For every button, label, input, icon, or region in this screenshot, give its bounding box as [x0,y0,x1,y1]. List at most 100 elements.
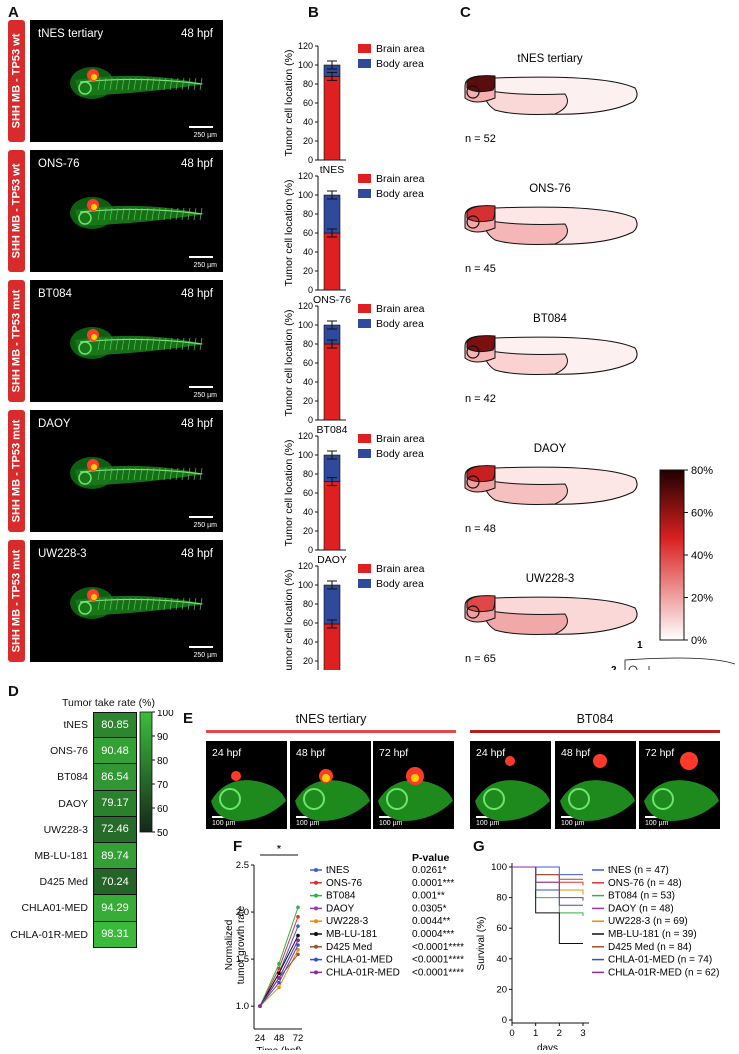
panel-c-zebrafish-heatmaps: tNES tertiary n = 52 ONS-76 n = 45 BT084 n = … [464,53,735,670]
y-tick-label: 120 [298,301,313,311]
y-tick-label: 60 [303,228,313,238]
category-label: ONS-76 [313,294,351,306]
y-tick-label: 80 [303,599,313,609]
legend-label: BT084 [326,891,356,902]
panel-label-b: B [308,4,319,21]
group-bar-tnes [206,730,456,733]
growth-point [296,938,300,943]
timepoint: 48 hpf [181,548,213,560]
y-tick-label: 100 [298,320,313,330]
legend-swatch [358,59,371,68]
larva-eye [652,788,674,810]
fish-segment [199,597,203,611]
timepoint-label: 24 hpf [476,747,506,759]
fish-diagram [464,75,638,115]
heatmap-row-label: CHLA01-MED [21,902,88,915]
scale-bar-label: 100 µm [379,820,403,827]
y-tick-label: 1.5 [236,954,249,965]
genotype-sidebar: SHH MB - TP53 mut [8,280,25,402]
heatmap-row-label: UW228-3 [43,823,88,836]
y-tick-label: 80 [496,893,507,904]
bar-brain-area [323,623,341,670]
timelapse-image: 48 hpf 100 µm [555,741,636,829]
category-label: tNES [320,164,345,176]
eye [466,345,480,359]
timepoint-label: 72 hpf [645,747,675,759]
sample-size: n = 52 [465,133,496,145]
fish-heatmap-title: ONS-76 [529,183,571,195]
tumor-overlap [91,204,97,210]
scale-bar [476,816,490,818]
larva-eye [303,788,325,810]
region-1-brain [466,75,496,93]
fish-segment [193,597,197,611]
growth-point [296,943,300,947]
y-tick-label: 100 [491,862,507,873]
y-tick-label: 100 [298,450,313,460]
heatmap-row-label: MB-LU-181 [34,850,88,862]
fish-segment [169,207,173,221]
category-label: BT084 [317,424,348,436]
legend-label: Brain area [376,43,425,55]
y-axis-title: Normalized [224,920,235,971]
legend-label: Body area [376,318,424,330]
larva-body [475,780,550,821]
y-tick-label: 120 [298,561,313,571]
heatmap-cell: 90.48 [93,738,137,765]
y-tick-label: 0 [308,285,313,295]
group-title-bt084: BT084 [576,712,614,726]
eye [466,85,480,99]
fish-segment [133,337,137,351]
p-value: 0.001** [412,891,445,902]
tumor-cells [593,754,607,768]
fish-segment [169,77,173,91]
fish-segment [157,597,161,611]
x-axis-title: Time (hpf) [256,1046,301,1050]
fish-diagram [464,335,638,375]
fish-segment [145,337,149,351]
legend-label: DAOY [326,903,355,914]
y-axis-title: Tumor cell location (%) [283,570,295,670]
larva-closeup [378,767,453,821]
panel-label-c: C [460,4,471,21]
legend-label: MB-LU-181 [326,929,378,940]
timelapse-image: 72 hpf 100 µm [373,741,454,829]
y-tick-label: 1.0 [236,1001,249,1012]
tumor-cells [505,756,515,766]
group-title-tnes: tNES tertiary [295,712,367,726]
fish-diagram [464,595,638,635]
panel-label-e: E [183,710,194,727]
legend-label: CHLA-01-MED (n = 74) [608,955,712,966]
y-tick-label: 20 [496,984,507,995]
heatmap-row-label: DAOY [58,797,88,810]
genotype-label: SHH MB - TP53 mut [10,549,23,653]
growth-point [277,966,281,971]
legend-label: UW228-3 [326,916,369,927]
fish-segment [97,467,101,481]
scale-bar [189,646,213,648]
fish-segment [163,597,167,611]
fish-segment [187,597,191,611]
growth-point [296,952,300,957]
significance-mark: * [277,845,282,856]
y-tick-label: 120 [298,41,313,51]
fish-segment [163,77,167,91]
fish-image: DAOY 48 hpf 250 µm [30,410,223,532]
fish-segment [145,207,149,221]
take-rate-scale [139,711,153,833]
p-value: <0.0001**** [412,942,464,953]
timepoint-label: 72 hpf [379,747,409,759]
fish-segment [109,597,113,611]
fish-segment [199,337,203,351]
region-key: 12345 [611,640,735,670]
larva-closeup [211,771,286,821]
key-eye [628,665,638,670]
survival-curve [512,866,583,880]
y-tick-label: 120 [298,171,313,181]
region-1-brain [466,335,496,353]
tumor-cells [231,771,241,781]
tumor-overlap [411,774,419,782]
fish-segment [175,597,179,611]
larva-body [295,780,370,821]
y-tick-label: 60 [303,488,313,498]
